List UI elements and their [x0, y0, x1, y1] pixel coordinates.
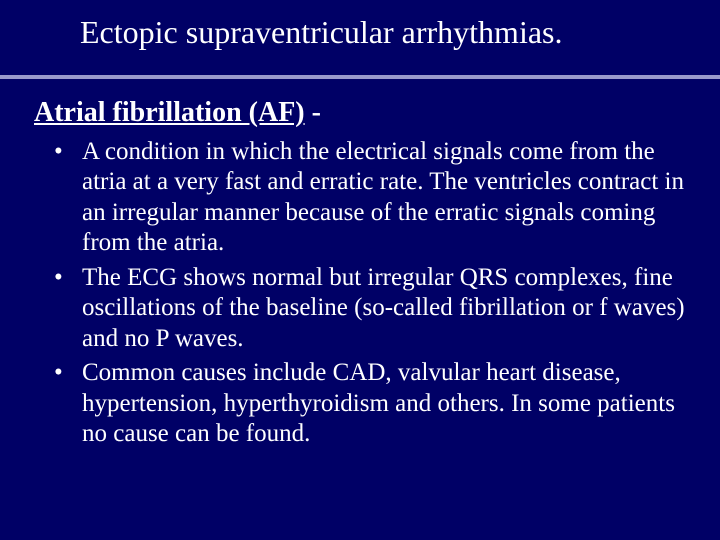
bullet-list: A condition in which the electrical sign…	[34, 137, 686, 450]
slide-title: Ectopic supraventricular arrhythmias.	[80, 14, 700, 51]
heading-suffix: -	[305, 97, 321, 128]
list-item: The ECG shows normal but irregular QRS c…	[54, 263, 686, 355]
content-area: Atrial fibrillation (AF) - A condition i…	[0, 79, 720, 450]
title-area: Ectopic supraventricular arrhythmias.	[0, 0, 720, 51]
heading-underlined: Atrial fibrillation (AF)	[34, 97, 305, 128]
section-heading: Atrial fibrillation (AF) -	[34, 97, 686, 129]
slide: Ectopic supraventricular arrhythmias. At…	[0, 0, 720, 540]
list-item: Common causes include CAD, valvular hear…	[54, 358, 686, 450]
list-item: A condition in which the electrical sign…	[54, 137, 686, 259]
